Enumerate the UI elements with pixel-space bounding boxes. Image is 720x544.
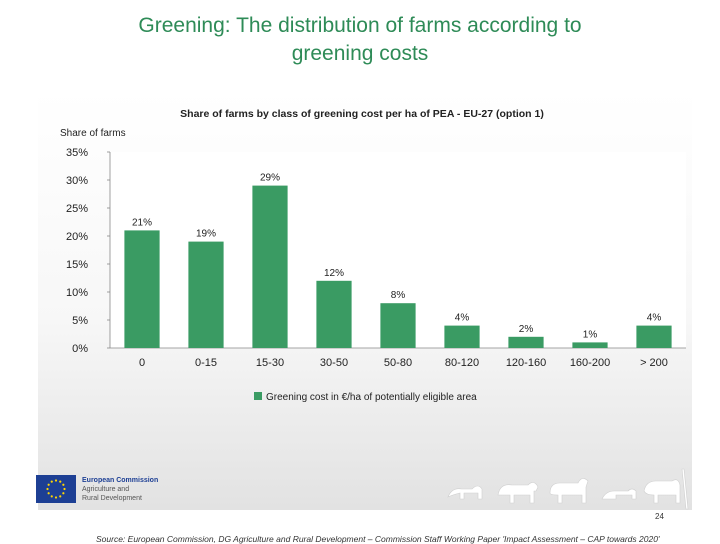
bar-data-label: 21% — [132, 217, 152, 228]
eu-star-icon — [54, 479, 58, 482]
y-tick-label: 10% — [66, 287, 88, 299]
bar-data-label: 12% — [324, 268, 344, 279]
x-tick-label: 30-50 — [320, 357, 348, 369]
bar — [188, 241, 224, 348]
x-tick-label: 160-200 — [570, 357, 610, 369]
y-tick-label: 25% — [66, 203, 88, 215]
bar — [636, 325, 672, 348]
slide-title-line1: Greening: The distribution of farms acco… — [138, 14, 582, 37]
bar — [124, 230, 160, 348]
eu-star-icon — [54, 496, 58, 499]
y-tick-label: 35% — [66, 147, 88, 159]
eu-star-icon — [59, 480, 62, 483]
legend-label: Greening cost in €/ha of potentially eli… — [266, 392, 477, 403]
bar-data-label: 29% — [260, 173, 280, 184]
legend-swatch — [254, 392, 262, 400]
y-tick-label: 15% — [66, 259, 88, 271]
eu-star-icon — [62, 492, 65, 495]
farm-animals-silhouette-icon — [447, 468, 689, 510]
y-tick-label: 0% — [72, 343, 88, 355]
x-tick-label: 50-80 — [384, 357, 412, 369]
eu-star-icon — [47, 483, 50, 486]
bar — [252, 185, 288, 348]
source-note: Source: European Commission, DG Agricult… — [96, 534, 660, 544]
bar — [444, 325, 480, 348]
eu-star-icon — [62, 483, 65, 486]
bar — [572, 342, 608, 348]
x-tick-label: 0 — [139, 357, 145, 369]
eu-star-icon — [50, 480, 53, 483]
bar-data-label: 8% — [391, 290, 406, 301]
x-tick-label: 120-160 — [506, 357, 546, 369]
ec-logo-line1: European Commission — [82, 477, 159, 484]
y-tick-label: 30% — [66, 175, 88, 187]
slide-title-line2: greening costs — [291, 42, 429, 65]
bar-data-label: 19% — [196, 229, 216, 240]
chart-title: Share of farms by class of greening cost… — [180, 108, 544, 120]
ec-logo-line3: Rural Development — [82, 495, 142, 502]
x-tick-label: > 200 — [640, 357, 668, 369]
bar-data-label: 4% — [455, 313, 470, 324]
x-tick-label: 0-15 — [195, 357, 217, 369]
y-tick-label: 20% — [66, 231, 88, 243]
bar — [508, 336, 544, 348]
bar — [380, 303, 416, 348]
page-number: 24 — [655, 512, 664, 521]
eu-star-icon — [46, 487, 49, 491]
x-tick-label: 80-120 — [445, 357, 479, 369]
bar-chart: Share of farms by class of greening cost… — [60, 108, 686, 403]
ec-logo-text: European Commission Agriculture and Rura… — [82, 476, 158, 503]
ec-logo-line2: Agriculture and — [82, 486, 130, 493]
eu-star-icon — [59, 495, 62, 498]
eu-star-icon — [63, 487, 66, 491]
x-tick-label: 15-30 — [256, 357, 284, 369]
eu-star-icon — [47, 492, 50, 495]
chart-panel: Share of farms by class of greening cost… — [38, 90, 692, 544]
legend: Greening cost in €/ha of potentially eli… — [254, 392, 477, 403]
slide-title: Greening: The distribution of farms acco… — [40, 12, 680, 68]
bar-data-label: 1% — [583, 329, 598, 340]
y-axis-title: Share of farms — [60, 128, 126, 139]
bar — [316, 280, 352, 348]
ec-logo: European Commission Agriculture and Rura… — [36, 475, 174, 505]
bar-data-label: 4% — [647, 313, 662, 324]
eu-flag-icon — [36, 475, 76, 503]
y-tick-label: 5% — [72, 315, 88, 327]
eu-star-icon — [50, 495, 53, 498]
bar-data-label: 2% — [519, 324, 534, 335]
